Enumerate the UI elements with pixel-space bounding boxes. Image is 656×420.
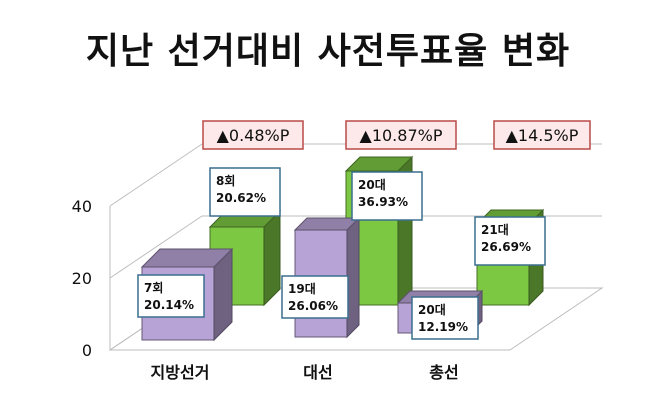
side-wall-gridline — [109, 143, 203, 207]
y-tick-label: 40 — [72, 197, 92, 216]
data-label: 36.93% — [358, 195, 408, 209]
change-label: ▲14.5%P — [506, 126, 579, 145]
change-label: ▲10.87%P — [360, 126, 443, 145]
change-label: ▲0.48%P — [217, 126, 290, 145]
data-label: 20대 — [358, 178, 386, 192]
y-tick-label: 20 — [72, 269, 92, 288]
data-label: 21대 — [481, 223, 509, 237]
data-label: 7회 — [144, 280, 163, 295]
data-label-box — [209, 167, 281, 217]
x-tick-label: 총선 — [429, 363, 458, 382]
data-label-box — [474, 216, 546, 266]
change-label-box — [493, 120, 591, 150]
data-label: 20.62% — [216, 191, 266, 205]
data-label: 12.19% — [418, 320, 468, 334]
bar-top — [140, 248, 234, 268]
data-label: 26.69% — [481, 240, 531, 254]
y-tick-label: 0 — [82, 341, 92, 360]
data-label-box — [411, 296, 479, 340]
change-label-box — [202, 120, 304, 150]
data-label-box — [281, 275, 349, 319]
bar-side — [346, 216, 360, 339]
side-wall-gridline — [109, 215, 203, 279]
data-label: 8회 — [216, 173, 235, 188]
data-label: 20대 — [418, 303, 446, 317]
data-label: 26.06% — [288, 299, 338, 313]
data-label: 20.14% — [144, 298, 194, 312]
data-label: 19대 — [288, 282, 316, 296]
x-tick-label: 지방선거 — [151, 363, 210, 382]
bar-top — [344, 156, 414, 172]
change-label-box — [345, 120, 457, 150]
x-tick-label: 대선 — [303, 363, 332, 382]
bar-top — [293, 217, 361, 231]
data-label-box — [137, 274, 205, 318]
chart-title: 지난 선거대비 사전투표율 변화 — [85, 31, 571, 72]
data-label-box — [351, 171, 423, 221]
